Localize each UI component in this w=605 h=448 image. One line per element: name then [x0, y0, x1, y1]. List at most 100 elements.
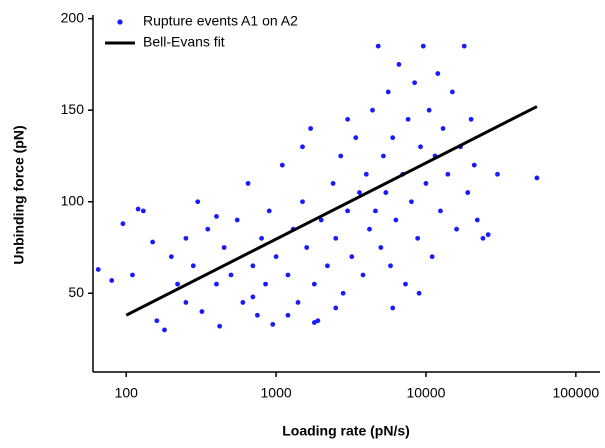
scatter-point: [162, 327, 167, 333]
scatter-point: [279, 162, 285, 168]
scatter-point: [390, 305, 396, 311]
scatter-point: [311, 281, 317, 287]
scatter-point: [295, 300, 301, 305]
scatter-point: [330, 181, 336, 186]
scatter-point: [373, 208, 378, 214]
scatter-point: [311, 320, 317, 325]
scatter-point: [378, 245, 384, 250]
legend-label: Rupture events A1 on A2: [143, 13, 298, 29]
fit-line: [125, 105, 538, 317]
scatter-point: [393, 217, 399, 223]
scatter-point: [300, 199, 305, 205]
scatter-point: [435, 71, 441, 76]
scatter-point: [474, 217, 480, 223]
legend-label: Bell-Evans fit: [143, 34, 225, 50]
y-axis-label: Unbinding force (pN): [11, 125, 27, 264]
scatter-point: [285, 312, 291, 318]
scatter-point: [140, 208, 146, 214]
scatter-point: [205, 226, 211, 232]
scatter-point: [95, 267, 101, 272]
scatter-point: [228, 272, 234, 278]
scatter-point: [250, 294, 256, 300]
scatter-point: [449, 89, 455, 95]
scatter-point: [405, 116, 411, 122]
scatter-point: [461, 43, 467, 49]
scatter-point: [245, 181, 251, 186]
x-axis-label: Loading rate (pN/s): [282, 423, 410, 439]
scatter-point: [445, 171, 451, 177]
scatter-point: [135, 206, 141, 212]
scatter-point: [415, 235, 421, 241]
scatter-point: [367, 226, 372, 232]
scatter-point: [345, 116, 351, 122]
x-tick-label: 100: [115, 385, 139, 401]
y-tick-label: 100: [61, 192, 85, 208]
scatter-point: [454, 226, 459, 232]
scatter-point: [195, 199, 201, 205]
scatter-point: [109, 278, 115, 283]
scatter-point: [495, 171, 500, 177]
scatter-point: [234, 217, 240, 223]
scatter-point: [270, 322, 276, 327]
scatter-point: [349, 254, 355, 260]
y-tick-label: 50: [68, 284, 84, 300]
scatter-point: [381, 153, 386, 159]
scatter-point: [480, 235, 486, 241]
scatter-point: [412, 80, 418, 86]
scatter-point: [250, 263, 256, 269]
scatter-point: [325, 263, 330, 269]
scatter-point: [438, 208, 443, 214]
scatter-point: [190, 263, 196, 269]
scatter-point: [345, 208, 351, 214]
scatter-point: [353, 135, 359, 141]
scatter-point: [199, 309, 205, 314]
scatter-point: [217, 323, 223, 329]
scatter-point: [214, 213, 219, 219]
scatter-point: [468, 116, 474, 122]
scatter-point: [266, 208, 272, 214]
scatter-point: [426, 107, 432, 113]
scatter-point: [340, 290, 346, 296]
scatter-point: [403, 281, 408, 287]
scatter-point: [409, 199, 414, 205]
scatter-point: [375, 43, 381, 49]
scatter-point: [429, 254, 435, 260]
scatter-point: [183, 235, 189, 241]
scatter-point: [534, 175, 540, 181]
scatter-point: [175, 281, 180, 287]
scatter-point: [385, 89, 391, 95]
scatter-point: [363, 171, 369, 177]
scatter-point: [315, 318, 321, 324]
scatter-point: [440, 126, 446, 131]
scatter-point: [471, 162, 477, 168]
scatter-point: [465, 190, 471, 195]
scatter-point: [285, 272, 291, 278]
scatter-point: [259, 235, 264, 241]
scatter-point: [273, 254, 279, 260]
scatter-point: [396, 62, 402, 67]
x-tick-label: 10000: [406, 385, 445, 401]
scatter-point: [357, 190, 362, 195]
scatter-point: [338, 153, 344, 159]
scatter-point: [390, 135, 396, 141]
scatter-point: [318, 217, 324, 223]
scatter-point: [388, 263, 393, 269]
scatter-point: [120, 221, 126, 227]
scatter-point: [254, 312, 260, 318]
y-tick-label: 150: [61, 101, 85, 117]
scatter-point: [304, 245, 310, 250]
scatter-point: [360, 272, 366, 278]
scatter-point: [485, 232, 491, 238]
scatter-point: [333, 235, 339, 241]
scatter-point: [423, 181, 429, 186]
scatter-point: [383, 190, 389, 195]
scatter-point: [420, 43, 426, 49]
scatter-point: [308, 126, 314, 131]
scatter-point: [154, 318, 160, 324]
scatter-point: [214, 281, 219, 287]
x-tick-label: 1000: [261, 385, 292, 401]
scatter-point: [418, 144, 423, 150]
scatter-point: [416, 290, 422, 296]
scatter-point: [168, 254, 174, 260]
